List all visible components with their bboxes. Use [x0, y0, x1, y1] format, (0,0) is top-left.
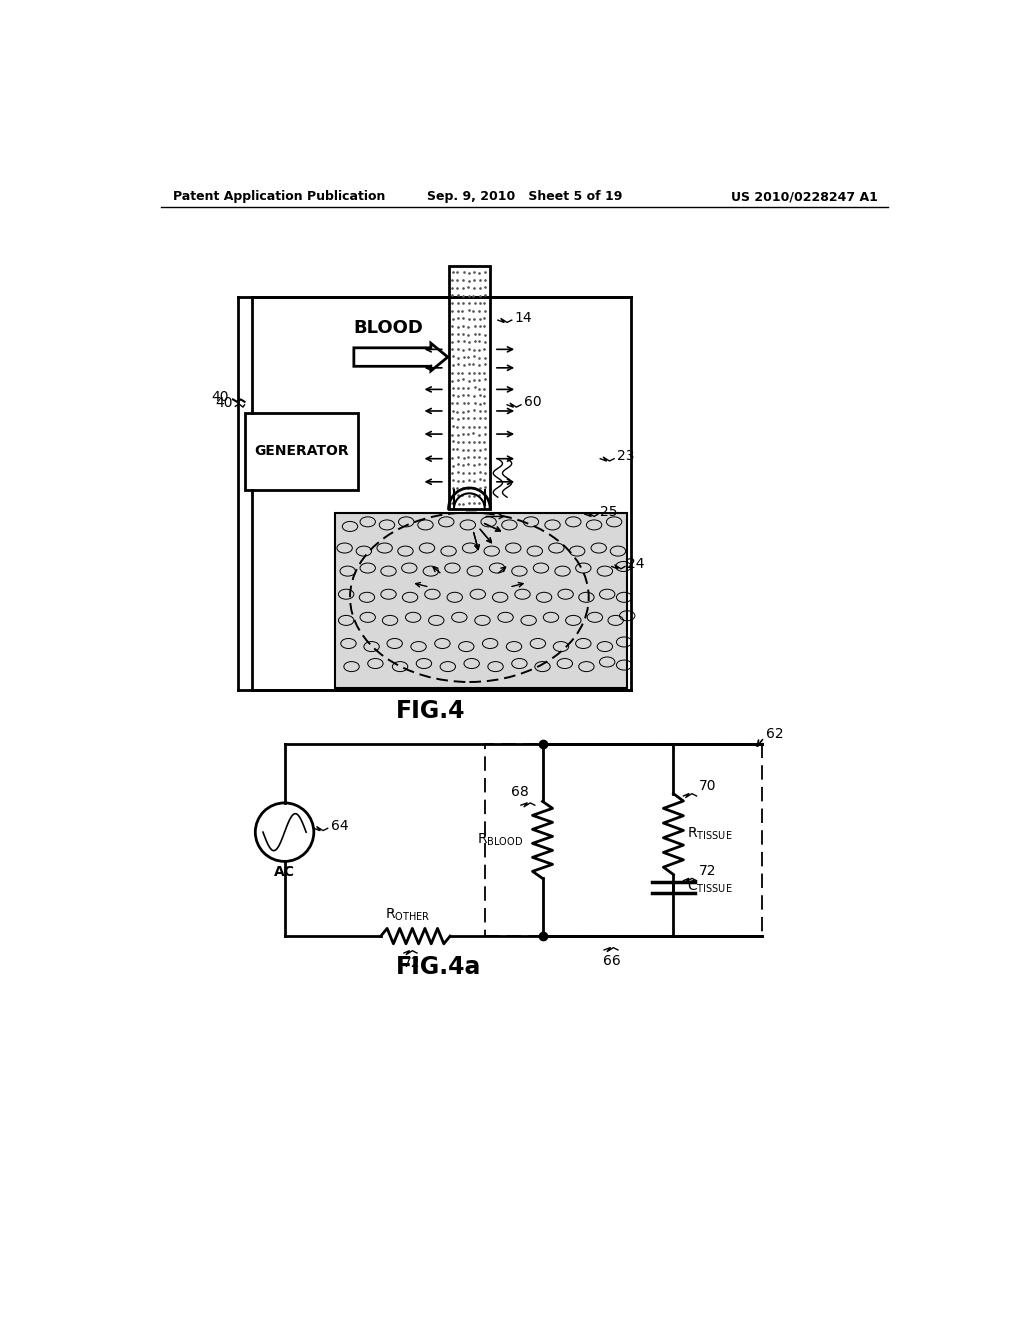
Text: 24: 24 [628, 557, 645, 572]
Text: BLOOD: BLOOD [353, 319, 424, 337]
Text: Patent Application Publication: Patent Application Publication [173, 190, 385, 203]
Text: 40: 40 [215, 396, 233, 411]
Text: R$_{\mathrm{OTHER}}$: R$_{\mathrm{OTHER}}$ [385, 907, 430, 923]
Text: R$_{\mathrm{BLOOD}}$: R$_{\mathrm{BLOOD}}$ [477, 832, 523, 847]
Text: 23: 23 [617, 449, 635, 463]
Text: 40: 40 [212, 391, 229, 404]
Text: R$_{\mathrm{TISSUE}}$: R$_{\mathrm{TISSUE}}$ [687, 826, 733, 842]
Text: 72: 72 [698, 865, 717, 878]
Text: 62: 62 [766, 727, 783, 742]
Text: Sep. 9, 2010   Sheet 5 of 19: Sep. 9, 2010 Sheet 5 of 19 [427, 190, 623, 203]
Text: 68: 68 [511, 785, 528, 799]
Text: 60: 60 [524, 396, 542, 409]
Text: US 2010/0228247 A1: US 2010/0228247 A1 [730, 190, 878, 203]
Text: 64: 64 [331, 818, 348, 833]
Text: FIG.4a: FIG.4a [396, 954, 481, 979]
Bar [335, 512, 628, 688]
Text: 14: 14 [515, 310, 532, 325]
Bar [449, 267, 490, 508]
Text: AC: AC [274, 865, 295, 879]
Text: 72: 72 [402, 956, 421, 970]
Bar [484, 743, 762, 936]
Text: 70: 70 [698, 779, 717, 793]
Text: C$_{\mathrm{TISSUE}}$: C$_{\mathrm{TISSUE}}$ [687, 879, 733, 895]
FancyArrow shape [354, 343, 447, 371]
Text: 66: 66 [603, 954, 621, 968]
Text: 25: 25 [600, 504, 617, 519]
Text: GENERATOR: GENERATOR [254, 444, 348, 458]
Text: FIG.4: FIG.4 [396, 700, 466, 723]
